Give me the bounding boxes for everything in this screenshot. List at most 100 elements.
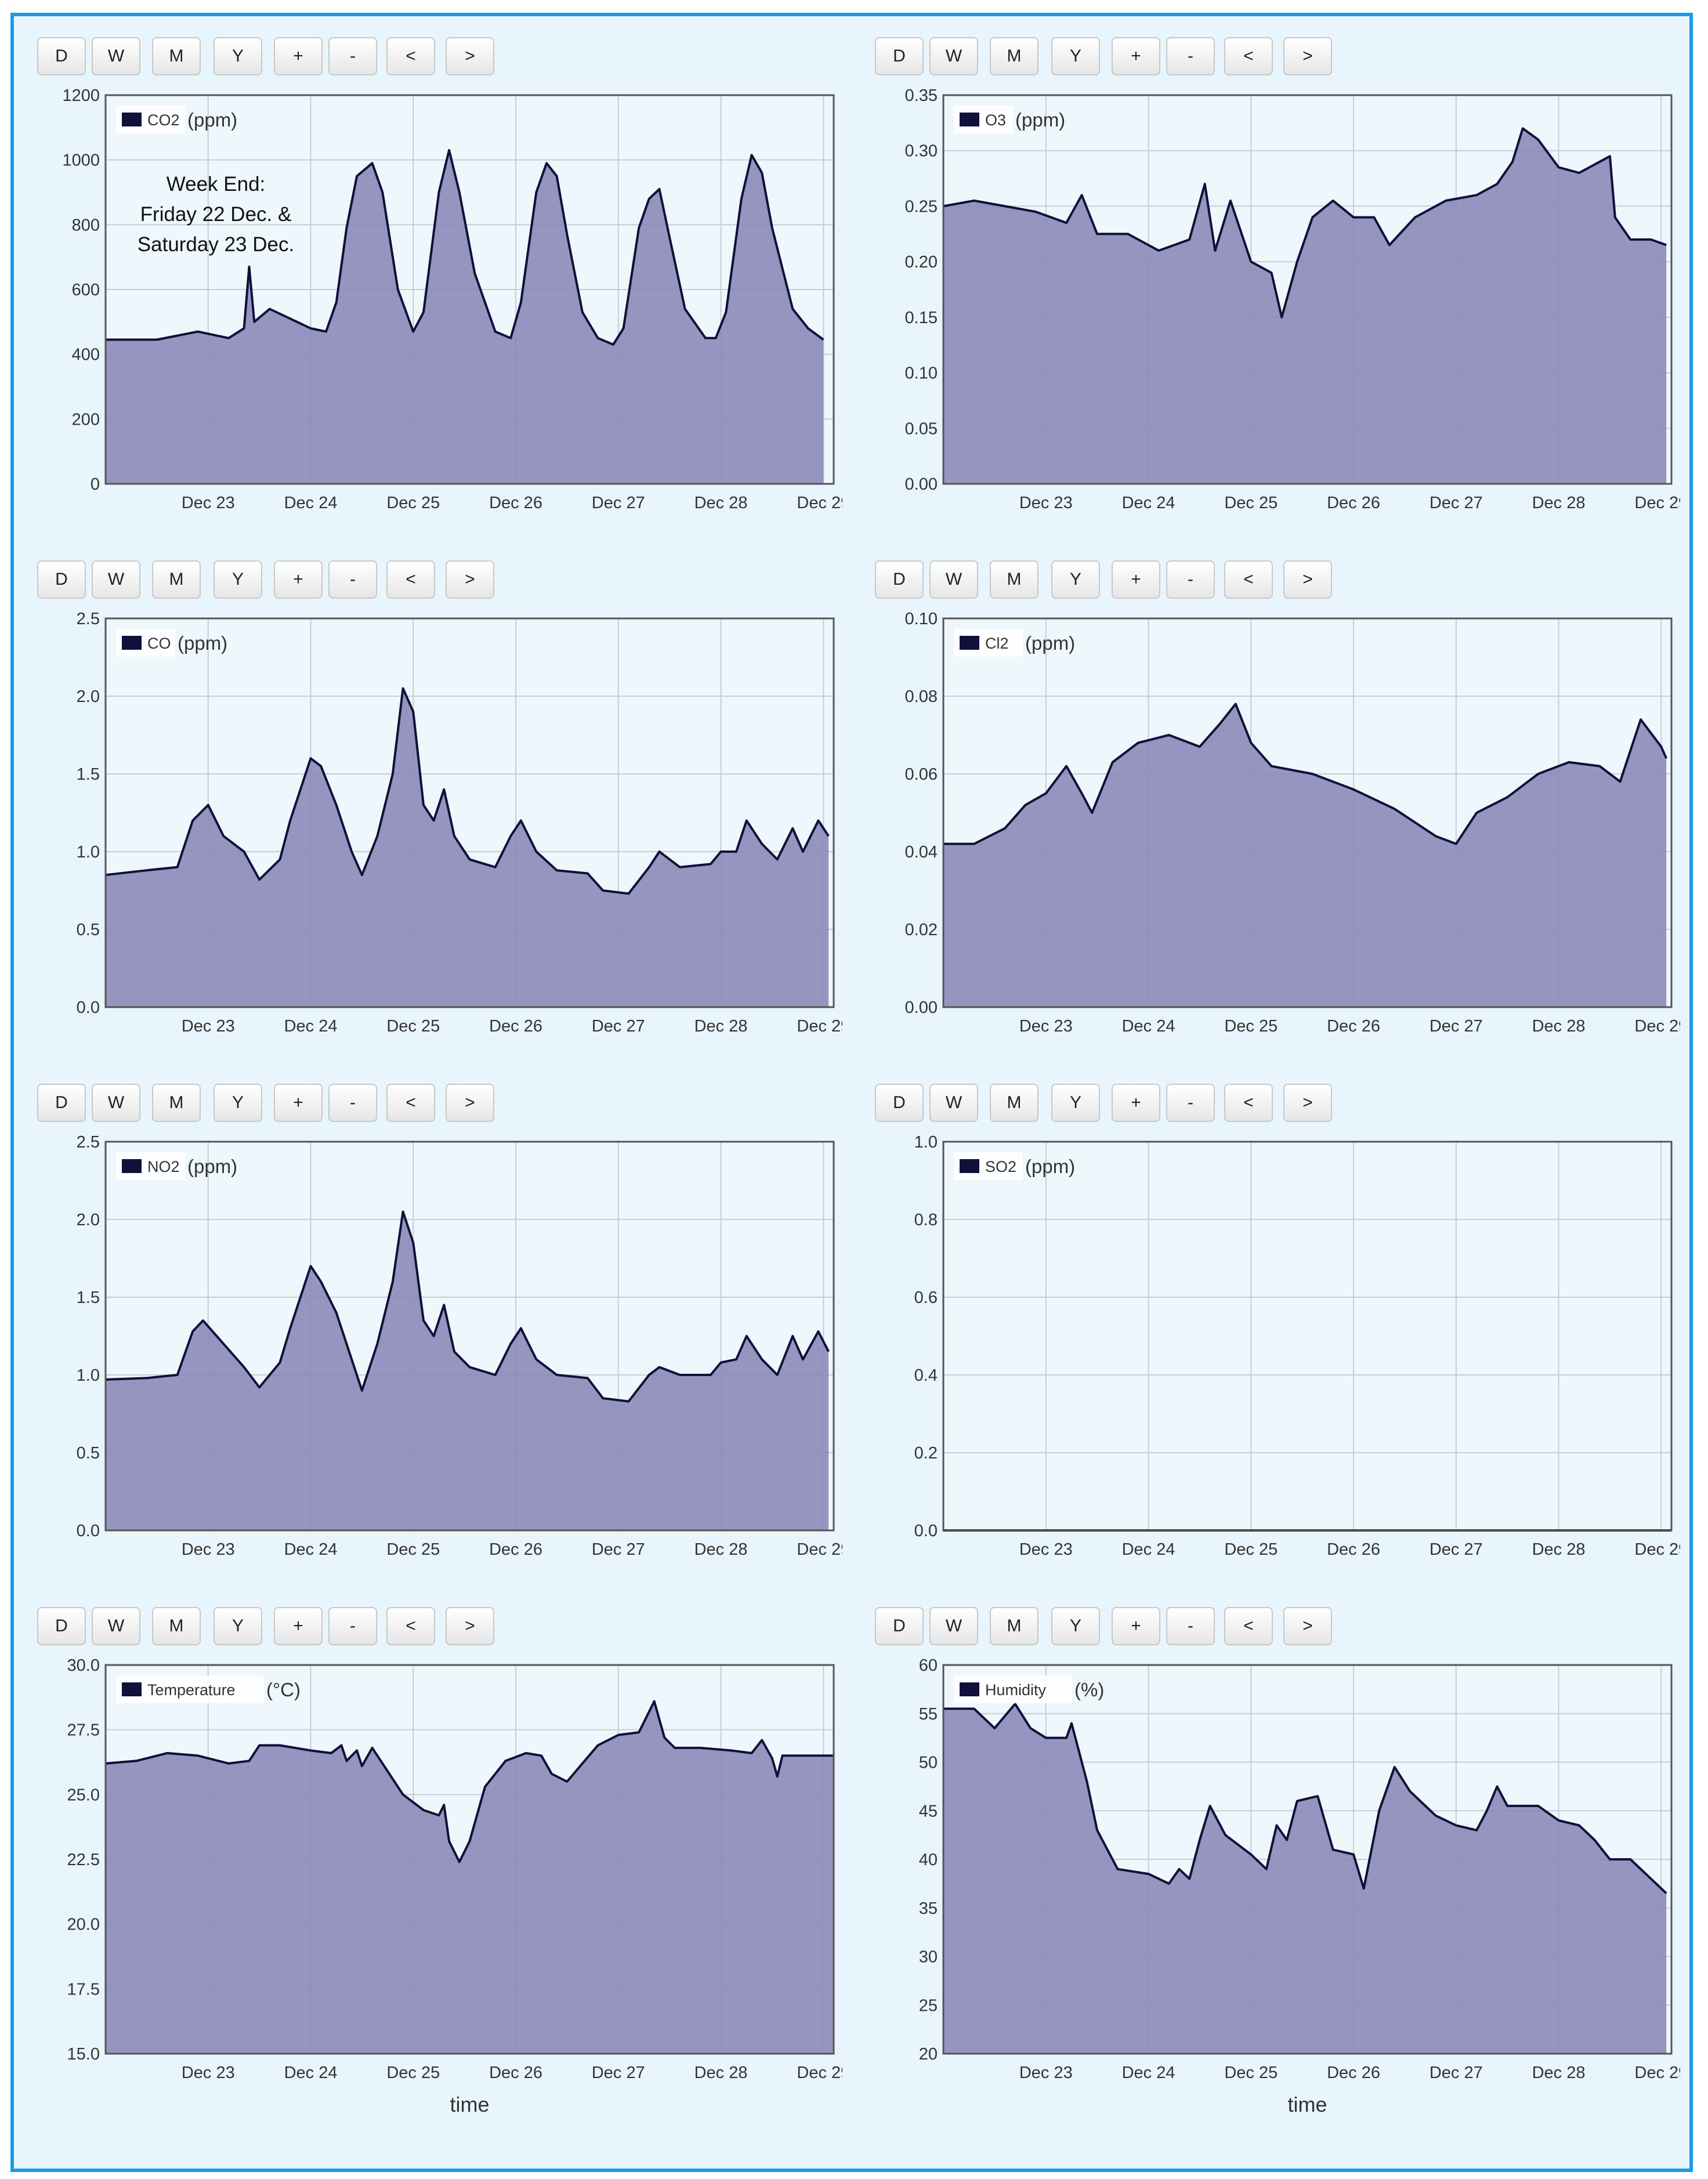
x-tick-label: Dec 25	[386, 2064, 440, 2082]
co-day-button[interactable]: D	[37, 560, 86, 599]
x-tick-label: Dec 28	[1532, 2064, 1586, 2082]
humidity-legend-label: Humidity	[985, 1681, 1047, 1699]
no2-zoom-in-button[interactable]: +	[274, 1084, 323, 1122]
co-legend-label: CO	[147, 635, 171, 652]
temperature-week-button[interactable]: W	[92, 1607, 140, 1645]
cl2-day-button[interactable]: D	[875, 560, 924, 599]
temperature-next-button[interactable]: >	[446, 1607, 494, 1645]
temperature-month-button[interactable]: M	[152, 1607, 201, 1645]
humidity-year-button[interactable]: Y	[1051, 1607, 1100, 1645]
so2-zoom-out-button[interactable]: -	[1166, 1084, 1215, 1122]
o3-year-button[interactable]: Y	[1051, 37, 1100, 75]
x-tick-label: Dec 28	[1532, 1017, 1586, 1036]
no2-zoom-out-button[interactable]: -	[328, 1084, 377, 1122]
humidity-chart: 20 25 30 35 40 45 50 55 60 Dec 23 Dec 24 Dec 25 Dec …	[919, 1656, 1680, 2116]
x-tick-label: Dec 26	[1327, 494, 1380, 512]
humidity-next-button[interactable]: >	[1283, 1607, 1332, 1645]
temperature-year-button[interactable]: Y	[214, 1607, 262, 1645]
y-tick-label: 0.10	[905, 610, 938, 628]
no2-series-area	[106, 1211, 829, 1530]
co2-zoom-out-button[interactable]: -	[328, 37, 377, 75]
co2-unit-label: (ppm)	[187, 109, 237, 131]
co2-day-button[interactable]: D	[37, 37, 86, 75]
co2-month-button[interactable]: M	[152, 37, 201, 75]
co-previous-button[interactable]: <	[386, 560, 435, 599]
o3-zoom-in-button[interactable]: +	[1112, 37, 1160, 75]
y-tick-label: 1000	[62, 151, 100, 170]
humidity-month-button[interactable]: M	[990, 1607, 1038, 1645]
y-tick-label: 0.6	[914, 1288, 938, 1307]
co-zoom-in-button[interactable]: +	[274, 560, 323, 599]
temperature-previous-button[interactable]: <	[386, 1607, 435, 1645]
no2-previous-button[interactable]: <	[386, 1084, 435, 1122]
humidity-week-button[interactable]: W	[929, 1607, 978, 1645]
x-tick-label: Dec 24	[1122, 494, 1175, 512]
so2-previous-button[interactable]: <	[1224, 1084, 1273, 1122]
so2-year-button[interactable]: Y	[1051, 1084, 1100, 1122]
x-tick-label: Dec 24	[1122, 2064, 1175, 2082]
cl2-week-button[interactable]: W	[929, 560, 978, 599]
o3-chart-panel: D W M Y + - < >0.00 0.05 0.10 0.15 0.20 0.25 0.30 0.35…	[868, 37, 1680, 548]
so2-month-button[interactable]: M	[990, 1084, 1038, 1122]
co-zoom-out-button[interactable]: -	[328, 560, 377, 599]
cl2-legend-swatch	[960, 636, 979, 650]
humidity-zoom-out-button[interactable]: -	[1166, 1607, 1215, 1645]
so2-next-button[interactable]: >	[1283, 1084, 1332, 1122]
temperature-unit-label: (°C)	[266, 1679, 301, 1700]
o3-unit-label: (ppm)	[1015, 109, 1065, 131]
dashboard-frame: D W M Y + - < >0 200 400 600 800 1000 1200 Dec 23 Dec 2…	[10, 13, 1693, 2172]
temperature-day-button[interactable]: D	[37, 1607, 86, 1645]
y-tick-label: 1.5	[77, 1288, 100, 1307]
o3-day-button[interactable]: D	[875, 37, 924, 75]
o3-next-button[interactable]: >	[1283, 37, 1332, 75]
o3-zoom-out-button[interactable]: -	[1166, 37, 1215, 75]
co2-zoom-in-button[interactable]: +	[274, 37, 323, 75]
annotation-line: Week End:	[167, 173, 266, 196]
o3-month-button[interactable]: M	[990, 37, 1038, 75]
y-tick-label: 22.5	[67, 1851, 100, 1869]
o3-series-line	[943, 127, 1667, 318]
no2-year-button[interactable]: Y	[214, 1084, 262, 1122]
co2-previous-button[interactable]: <	[386, 37, 435, 75]
no2-day-button[interactable]: D	[37, 1084, 86, 1122]
cl2-year-button[interactable]: Y	[1051, 560, 1100, 599]
x-tick-label: Dec 27	[592, 1017, 645, 1036]
humidity-series-area	[943, 1704, 1667, 2054]
plot-border	[104, 617, 835, 1008]
co2-next-button[interactable]: >	[446, 37, 494, 75]
cl2-legend: Cl2 (ppm)	[954, 629, 1075, 657]
humidity-chart-panel: D W M Y + - < >20 25 30 35 40 45 50 55 60 Dec 23 Dec 24 De…	[868, 1607, 1680, 2118]
cl2-zoom-in-button[interactable]: +	[1112, 560, 1160, 599]
humidity-day-button[interactable]: D	[875, 1607, 924, 1645]
co2-year-button[interactable]: Y	[214, 37, 262, 75]
no2-next-button[interactable]: >	[446, 1084, 494, 1122]
y-tick-label: 1.0	[77, 1366, 100, 1385]
temperature-zoom-in-button[interactable]: +	[274, 1607, 323, 1645]
o3-week-button[interactable]: W	[929, 37, 978, 75]
co2-week-button[interactable]: W	[92, 37, 140, 75]
co2-series-line	[106, 149, 824, 346]
y-tick-label: 0.15	[905, 309, 938, 327]
so2-day-button[interactable]: D	[875, 1084, 924, 1122]
cl2-next-button[interactable]: >	[1283, 560, 1332, 599]
humidity-zoom-in-button[interactable]: +	[1112, 1607, 1160, 1645]
temperature-zoom-out-button[interactable]: -	[328, 1607, 377, 1645]
y-tick-label: 0.8	[914, 1211, 938, 1229]
so2-zoom-in-button[interactable]: +	[1112, 1084, 1160, 1122]
no2-week-button[interactable]: W	[92, 1084, 140, 1122]
no2-legend-label: NO2	[147, 1158, 180, 1175]
co2-chart: 0 200 400 600 800 1000 1200 Dec 23 Dec 24 Dec 25 D…	[62, 86, 842, 512]
cl2-series-line	[943, 703, 1668, 845]
cl2-zoom-out-button[interactable]: -	[1166, 560, 1215, 599]
no2-month-button[interactable]: M	[152, 1084, 201, 1122]
co-next-button[interactable]: >	[446, 560, 494, 599]
cl2-month-button[interactable]: M	[990, 560, 1038, 599]
co-year-button[interactable]: Y	[214, 560, 262, 599]
humidity-previous-button[interactable]: <	[1224, 1607, 1273, 1645]
cl2-previous-button[interactable]: <	[1224, 560, 1273, 599]
so2-week-button[interactable]: W	[929, 1084, 978, 1122]
temperature-legend: Temperature (°C)	[116, 1675, 301, 1703]
co-week-button[interactable]: W	[92, 560, 140, 599]
o3-previous-button[interactable]: <	[1224, 37, 1273, 75]
co-month-button[interactable]: M	[152, 560, 201, 599]
